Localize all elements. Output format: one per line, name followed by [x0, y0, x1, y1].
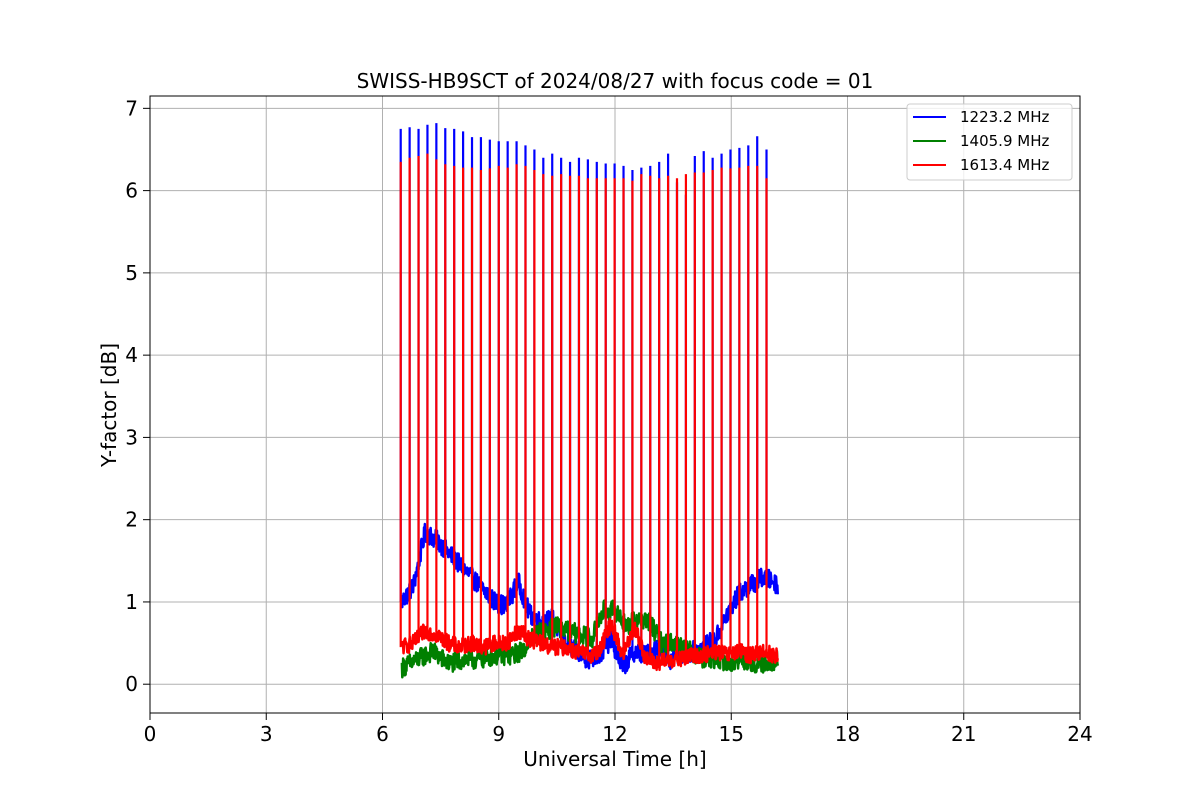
y-tick-label: 1 [125, 590, 138, 614]
y-axis: 0 1 2 3 4 5 6 7 [125, 96, 150, 696]
legend-box [906, 103, 1073, 181]
x-axis-label: Universal Time [h] [523, 747, 706, 771]
series-2 [399, 153, 779, 672]
x-tick-label: 6 [376, 722, 389, 746]
legend-entry-label: 1405.9 MHz [960, 132, 1049, 150]
x-tick-label: 3 [260, 722, 273, 746]
legend-entry-label: 1223.2 MHz [960, 108, 1049, 126]
x-tick-label: 15 [719, 722, 744, 746]
y-tick-label: 3 [125, 425, 138, 449]
x-axis: 0 3 6 9 12 15 18 21 24 [144, 713, 1093, 746]
y-tick-label: 7 [125, 96, 138, 120]
series-layer [399, 123, 779, 679]
x-tick-label: 21 [951, 722, 976, 746]
legend-entry-label: 1613.4 MHz [960, 156, 1049, 174]
x-tick-label: 18 [835, 722, 860, 746]
y-tick-label: 4 [125, 343, 138, 367]
x-tick-label: 9 [492, 722, 505, 746]
x-tick-label: 24 [1067, 722, 1092, 746]
y-tick-label: 2 [125, 508, 138, 532]
y-tick-label: 5 [125, 261, 138, 285]
series-line [401, 617, 779, 672]
legend: 1223.2 MHz 1405.9 MHz 1613.4 MHz [906, 103, 1073, 181]
x-tick-label: 0 [144, 722, 157, 746]
x-tick-label: 12 [602, 722, 627, 746]
y-axis-label: Y-factor [dB] [97, 343, 121, 468]
y-tick-label: 6 [125, 179, 138, 203]
chart-title: SWISS-HB9SCT of 2024/08/27 with focus co… [357, 69, 874, 93]
y-tick-label: 0 [125, 672, 138, 696]
